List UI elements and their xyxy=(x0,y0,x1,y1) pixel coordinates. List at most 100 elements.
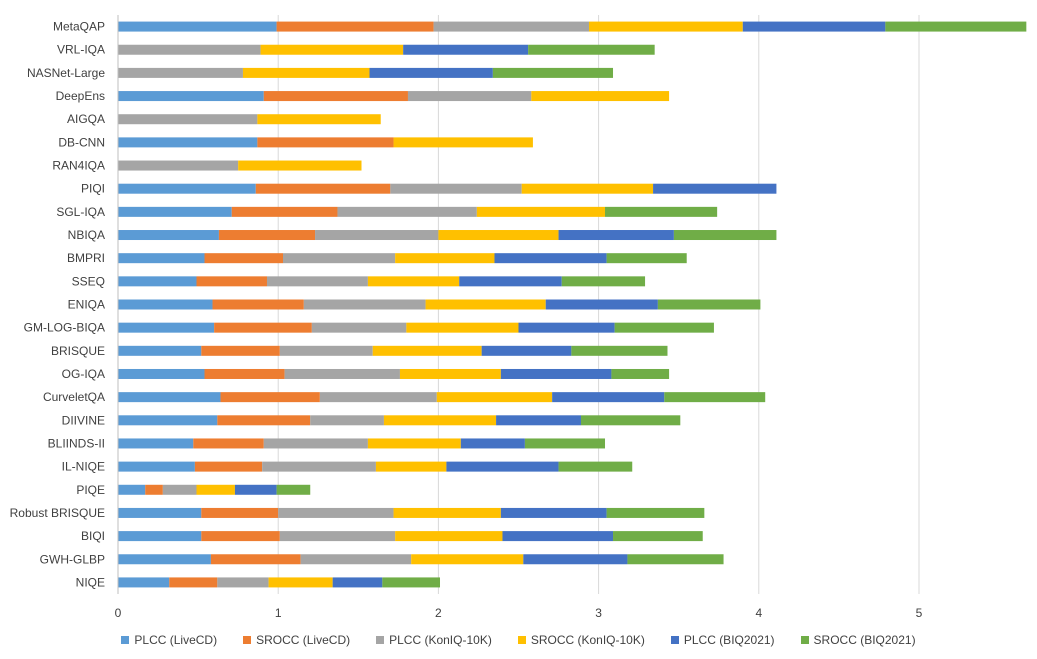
bar-segment xyxy=(558,230,674,241)
bar-segment xyxy=(263,91,408,102)
legend-item: PLCC (BIQ2021) xyxy=(670,633,775,647)
bar-segment xyxy=(257,114,381,125)
y-tick-label: Robust BRISQUE xyxy=(10,506,105,520)
bar-segment xyxy=(300,554,412,565)
bar-segment xyxy=(531,91,670,102)
bar-segment xyxy=(279,531,396,542)
bar-segment xyxy=(263,438,368,449)
legend-label: SROCC (BIQ2021) xyxy=(813,633,916,647)
bar-segment xyxy=(201,531,280,542)
bar-segment xyxy=(382,577,441,588)
bar-segment xyxy=(257,137,394,148)
legend-swatch xyxy=(800,636,809,644)
bar-segment xyxy=(425,299,546,310)
legend-swatch xyxy=(517,636,526,644)
bar-segment xyxy=(118,392,221,403)
bar-segment xyxy=(606,507,705,518)
x-tick-label: 3 xyxy=(595,606,602,620)
bar-segment xyxy=(571,345,668,356)
legend-swatch xyxy=(670,636,679,644)
bar-segment xyxy=(242,67,370,78)
y-tick-label: NBIQA xyxy=(68,228,105,242)
bar-segment xyxy=(118,137,258,148)
bar-segment xyxy=(446,461,559,472)
x-tick-label: 1 xyxy=(275,606,282,620)
bar-segment xyxy=(196,484,235,495)
bar-segment xyxy=(118,345,202,356)
legend-swatch xyxy=(121,636,130,644)
axes: 0 1 2 3 4 5 MetaQAP VRL-IQA NASNet-Large DeepEns A… xyxy=(10,15,923,620)
bar-segment xyxy=(673,230,777,241)
bar-segment xyxy=(481,345,572,356)
bar-segment xyxy=(169,577,218,588)
legend-label: PLCC (LiveCD) xyxy=(134,633,218,647)
bar-segment xyxy=(118,368,205,379)
bar-segment xyxy=(201,345,280,356)
y-tick-label: RAN4IQA xyxy=(52,159,105,173)
bar-segment xyxy=(310,415,384,426)
x-tick-label: 0 xyxy=(115,606,122,620)
x-tick-label: 5 xyxy=(916,606,923,620)
y-tick-label: GWH-GLBP xyxy=(40,552,105,566)
bar-segment xyxy=(210,554,301,565)
bar-segment xyxy=(496,415,581,426)
bar-segment xyxy=(588,21,743,32)
bar-segment xyxy=(375,461,447,472)
bar-segment xyxy=(212,299,304,310)
bar-segment xyxy=(742,21,886,32)
bar-segment xyxy=(118,299,213,310)
bar-segment xyxy=(303,299,426,310)
bar-segment xyxy=(118,91,264,102)
bar-segment xyxy=(118,276,197,287)
bar-segment xyxy=(332,577,383,588)
y-tick-label: PIQE xyxy=(76,483,105,497)
bar-segment xyxy=(276,21,434,32)
legend-item: SROCC (BIQ2021) xyxy=(800,633,916,647)
bar-segment xyxy=(238,160,362,171)
bar-segment xyxy=(268,577,333,588)
bar-segment xyxy=(627,554,724,565)
bar-segment xyxy=(393,137,533,148)
bars xyxy=(118,21,1027,588)
bar-segment xyxy=(367,276,460,287)
y-tick-label: VRL-IQA xyxy=(57,43,105,57)
bar-segment xyxy=(204,253,284,264)
legend-swatch xyxy=(376,636,385,644)
y-tick-label: GM-LOG-BIQA xyxy=(24,321,105,335)
bar-segment xyxy=(283,253,396,264)
y-tick-label: IL-NIQE xyxy=(62,460,105,474)
x-tick-label: 4 xyxy=(755,606,762,620)
bar-segment xyxy=(657,299,761,310)
y-tick-label: NASNet-Large xyxy=(27,66,105,80)
bar-segment xyxy=(558,461,633,472)
bar-segment xyxy=(407,91,532,102)
bar-segment xyxy=(319,392,437,403)
legend-swatch xyxy=(243,636,252,644)
legend-item: SROCC (KonIQ-10K) xyxy=(517,633,645,647)
bar-segment xyxy=(118,253,205,264)
bar-segment xyxy=(885,21,1027,32)
bar-segment xyxy=(523,554,628,565)
bar-segment xyxy=(614,322,714,333)
bar-segment xyxy=(545,299,658,310)
y-tick-label: SGL-IQA xyxy=(56,205,105,219)
bar-segment xyxy=(664,392,766,403)
bar-segment xyxy=(492,67,614,78)
bar-segment xyxy=(118,206,232,217)
bar-segment xyxy=(411,554,524,565)
y-tick-label: BIQI xyxy=(81,529,105,543)
bar-segment xyxy=(521,183,654,194)
bar-segment xyxy=(613,531,703,542)
bar-segment xyxy=(118,577,170,588)
y-tick-label: AIGQA xyxy=(67,112,105,126)
bar-segment xyxy=(118,67,243,78)
bar-segment xyxy=(118,322,215,333)
bar-segment xyxy=(606,253,687,264)
bar-segment xyxy=(460,438,525,449)
bar-segment xyxy=(118,160,239,171)
y-tick-label: BLIINDS-II xyxy=(48,436,105,450)
bar-segment xyxy=(276,484,311,495)
bar-segment xyxy=(393,507,501,518)
bar-segment xyxy=(145,484,163,495)
